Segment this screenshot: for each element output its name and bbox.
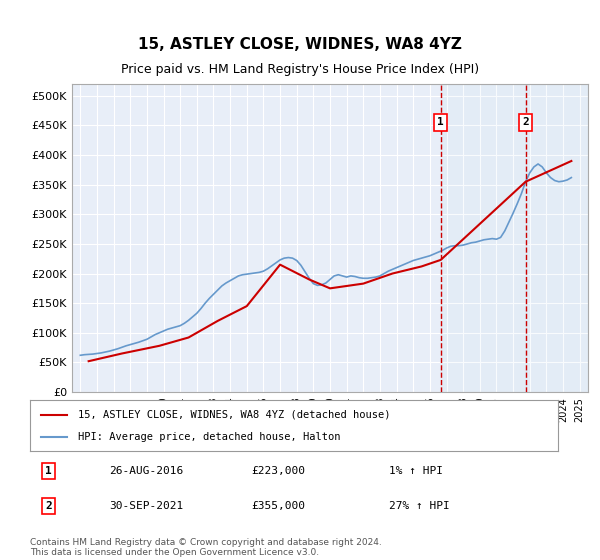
Text: 30-SEP-2021: 30-SEP-2021 — [109, 501, 184, 511]
Text: £355,000: £355,000 — [252, 501, 306, 511]
Text: HPI: Average price, detached house, Halton: HPI: Average price, detached house, Halt… — [77, 432, 340, 442]
Text: 2: 2 — [522, 118, 529, 128]
Text: 2: 2 — [45, 501, 52, 511]
Bar — [526, 84, 588, 392]
Text: 26-AUG-2016: 26-AUG-2016 — [109, 466, 184, 476]
Text: Contains HM Land Registry data © Crown copyright and database right 2024.
This d: Contains HM Land Registry data © Crown c… — [30, 538, 382, 557]
Text: 1: 1 — [45, 466, 52, 476]
Text: 15, ASTLEY CLOSE, WIDNES, WA8 4YZ: 15, ASTLEY CLOSE, WIDNES, WA8 4YZ — [138, 38, 462, 52]
Text: £223,000: £223,000 — [252, 466, 306, 476]
Text: 1: 1 — [437, 118, 444, 128]
Text: Price paid vs. HM Land Registry's House Price Index (HPI): Price paid vs. HM Land Registry's House … — [121, 63, 479, 77]
Text: 1% ↑ HPI: 1% ↑ HPI — [389, 466, 443, 476]
Text: 27% ↑ HPI: 27% ↑ HPI — [389, 501, 450, 511]
Text: 15, ASTLEY CLOSE, WIDNES, WA8 4YZ (detached house): 15, ASTLEY CLOSE, WIDNES, WA8 4YZ (detac… — [77, 409, 390, 419]
Bar — [440, 84, 526, 392]
